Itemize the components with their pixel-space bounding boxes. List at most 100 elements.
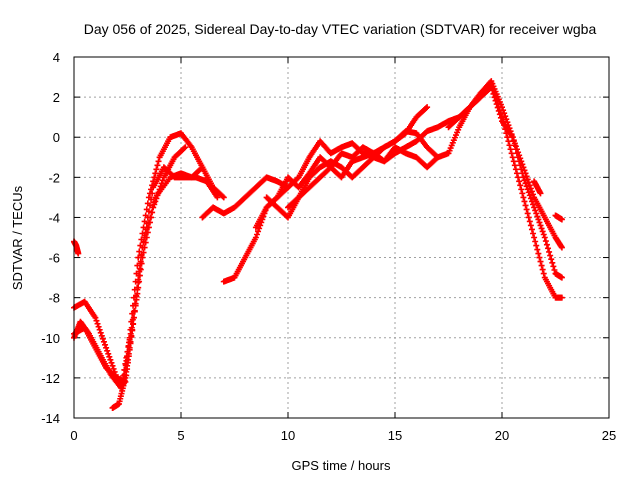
- data-point: [214, 194, 221, 201]
- data-point: [525, 189, 532, 196]
- data-point: [99, 335, 106, 342]
- data-point: [515, 174, 522, 181]
- data-point: [142, 239, 149, 246]
- data-point: [521, 198, 528, 205]
- data-point: [123, 368, 130, 375]
- data-point: [524, 186, 531, 193]
- data-point: [540, 231, 547, 238]
- data-point: [100, 338, 107, 345]
- data-point: [148, 196, 155, 203]
- data-point: [107, 356, 114, 363]
- data-point: [102, 341, 109, 348]
- data-point: [523, 173, 530, 180]
- data-point: [524, 176, 531, 183]
- data-point: [524, 210, 531, 217]
- x-tick-label: 0: [70, 428, 77, 443]
- data-point: [521, 177, 528, 184]
- data-point: [527, 195, 534, 202]
- data-point: [530, 230, 537, 237]
- series-arc-5: [109, 144, 189, 411]
- data-point: [536, 254, 543, 261]
- data-point: [537, 222, 544, 229]
- data-point: [130, 320, 137, 327]
- data-point: [521, 167, 528, 174]
- data-point: [494, 104, 501, 111]
- data-point: [145, 224, 152, 231]
- y-tick-label: -4: [48, 210, 60, 225]
- data-point: [157, 183, 164, 190]
- data-point: [535, 250, 542, 257]
- data-point: [159, 177, 166, 184]
- data-point: [154, 162, 161, 169]
- data-point: [136, 278, 143, 285]
- data-point: [510, 158, 517, 165]
- data-point: [513, 170, 520, 177]
- data-point: [136, 248, 143, 255]
- data-point: [273, 195, 280, 202]
- plot-frame: [73, 56, 610, 419]
- data-point: [158, 180, 165, 187]
- y-tick-label: 0: [53, 130, 60, 145]
- data-point: [152, 198, 159, 205]
- y-tick-label: 2: [53, 90, 60, 105]
- data-point: [520, 164, 527, 171]
- data-point: [104, 347, 111, 354]
- data-point: [506, 142, 513, 149]
- series-arc-10: [285, 78, 565, 281]
- data-point: [155, 189, 162, 196]
- data-point: [515, 149, 522, 156]
- data-point: [496, 111, 503, 118]
- data-point: [150, 204, 157, 211]
- y-tick-label: 4: [53, 50, 60, 65]
- data-point: [136, 272, 143, 279]
- data-point: [103, 344, 110, 351]
- data-point: [530, 201, 537, 208]
- data-point: [149, 190, 156, 197]
- data-point: [148, 214, 155, 221]
- data-point: [527, 185, 534, 192]
- data-point: [124, 356, 131, 363]
- data-point: [517, 182, 524, 189]
- data-point: [538, 262, 545, 269]
- data-point: [509, 154, 516, 161]
- data-point: [156, 186, 163, 193]
- data-point: [549, 259, 556, 266]
- data-point: [558, 274, 565, 281]
- data-point: [109, 362, 116, 369]
- data-point: [510, 137, 517, 144]
- data-point: [93, 317, 100, 324]
- data-point: [75, 250, 82, 257]
- data-point: [547, 252, 554, 259]
- y-tick-label: -14: [41, 411, 60, 426]
- data-point: [518, 158, 525, 165]
- data-point: [182, 144, 189, 151]
- data-point: [149, 209, 156, 216]
- data-point: [518, 186, 525, 193]
- data-point: [523, 183, 530, 190]
- data-point: [512, 166, 519, 173]
- data-point: [532, 238, 539, 245]
- data-point: [294, 195, 301, 202]
- data-point: [541, 234, 548, 241]
- data-point: [548, 256, 555, 263]
- x-tick-label: 20: [495, 428, 509, 443]
- data-point: [130, 314, 137, 321]
- data-point: [522, 202, 529, 209]
- series-arc-6: [199, 174, 291, 221]
- data-point: [516, 152, 523, 159]
- data-point: [545, 245, 552, 252]
- data-point: [492, 97, 499, 104]
- series-arc-11: [445, 84, 565, 251]
- data-point: [511, 140, 518, 147]
- x-axis-label: GPS time / hours: [292, 458, 391, 473]
- x-tick-label: 5: [177, 428, 184, 443]
- series-arc-12: [531, 178, 544, 197]
- data-point: [537, 258, 544, 265]
- data-point: [546, 248, 553, 255]
- y-tick-label: -2: [48, 170, 60, 185]
- data-point: [97, 329, 104, 336]
- data-point: [497, 114, 504, 121]
- data-point: [535, 216, 542, 223]
- data-point: [131, 308, 138, 315]
- data-point: [106, 353, 113, 360]
